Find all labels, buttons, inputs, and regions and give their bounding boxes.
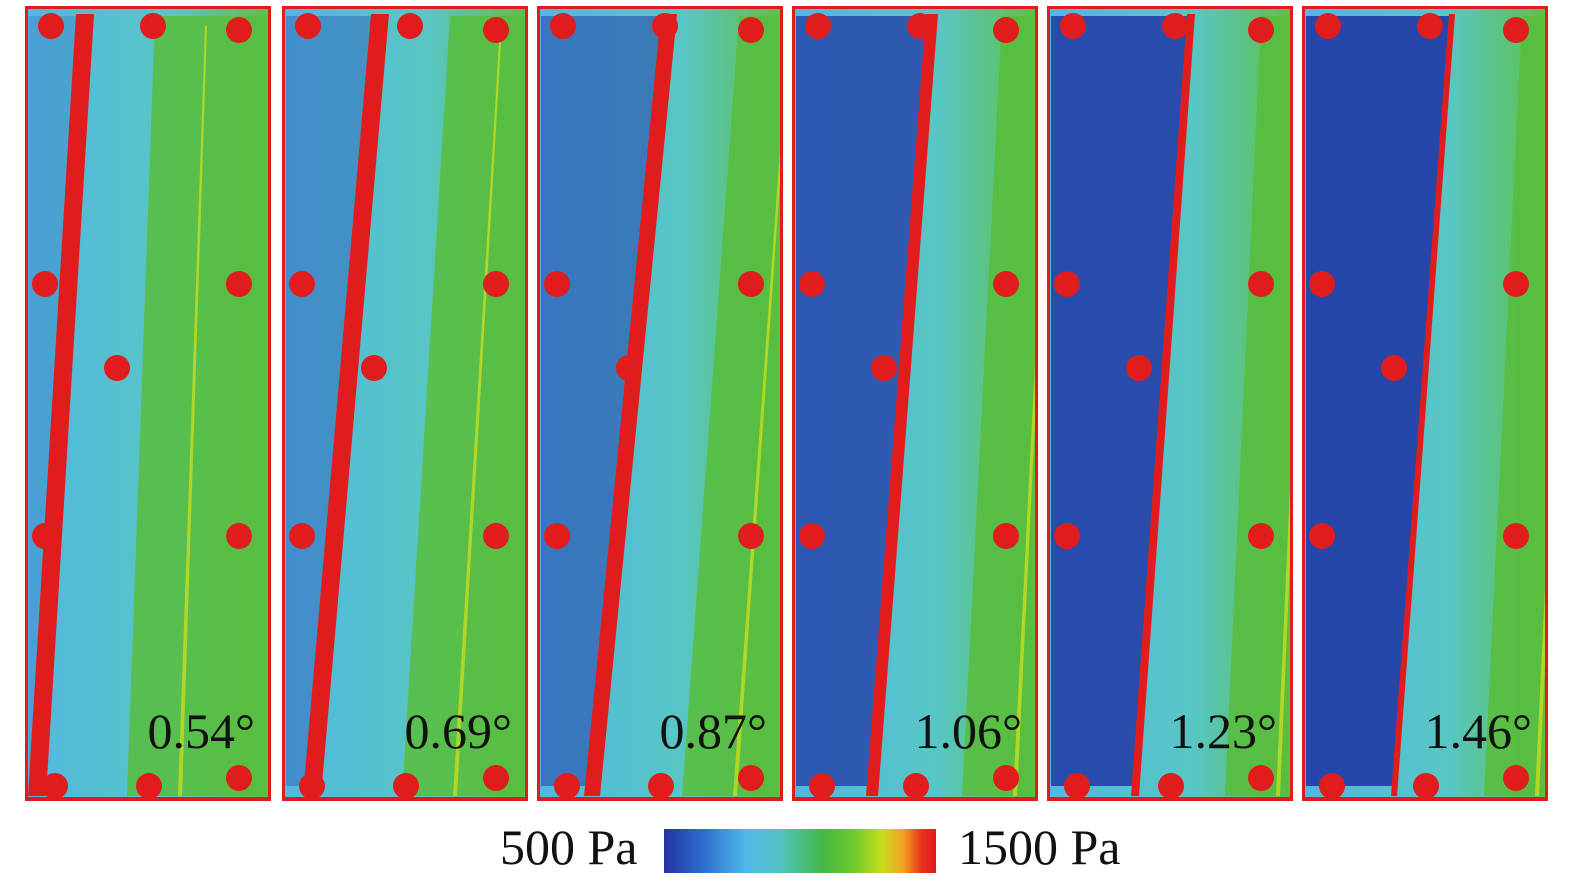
angle-label: 0.87° <box>659 703 768 759</box>
angle-label: 0.54° <box>147 703 256 759</box>
pressure-panel: 0.69° <box>282 6 528 816</box>
pressure-map-image <box>1047 6 1293 801</box>
pressure-panel: 1.46° <box>1302 6 1548 816</box>
pressure-panel: 0.87° <box>537 6 783 816</box>
pressure-panel: 0.54° <box>25 6 271 816</box>
angle-label: 0.69° <box>404 703 513 759</box>
colorbar-max-label: 1500 Pa <box>958 819 1121 875</box>
pressure-map-image <box>792 6 1038 801</box>
angle-label: 1.23° <box>1169 703 1278 759</box>
angle-label: 1.06° <box>914 703 1023 759</box>
pressure-panel: 1.06° <box>792 6 1038 816</box>
pressure-map-image <box>537 6 783 801</box>
pressure-map-image <box>282 6 528 801</box>
angle-label: 1.46° <box>1424 703 1533 759</box>
colorbar <box>664 829 936 873</box>
pressure-panel: 1.23° <box>1047 6 1293 816</box>
pressure-map-image <box>1302 6 1548 801</box>
pressure-map-image <box>25 6 271 801</box>
colorbar-min-label: 500 Pa <box>500 819 638 875</box>
